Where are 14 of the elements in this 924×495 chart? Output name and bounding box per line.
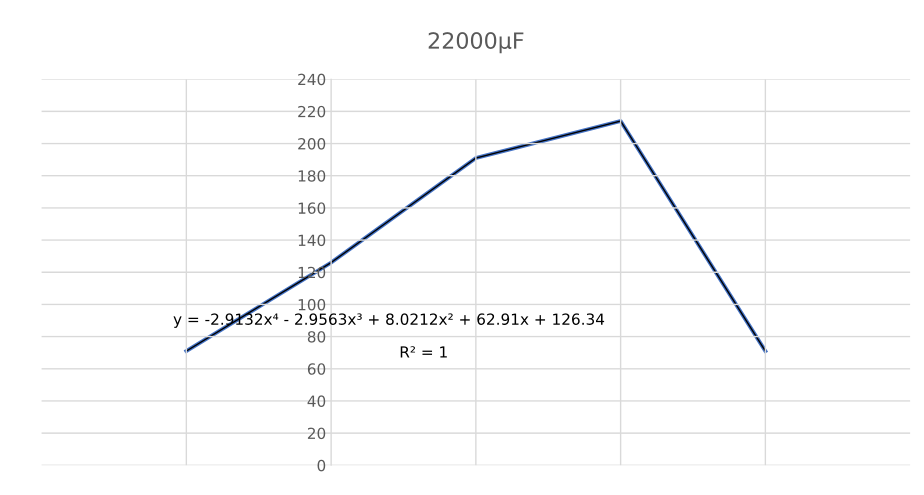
y-tick-label: 160 [298,202,326,214]
y-tick-label: 240 [298,74,326,86]
y-tick-label: 0 [318,460,326,472]
annotation: R² = 1 [400,346,447,358]
y-tick-label: 20 [308,428,326,440]
y-tick-label: 80 [308,331,326,343]
y-tick-label: 60 [308,363,326,375]
y-tick-label: 220 [298,106,326,118]
y-tick-label: 100 [298,298,326,310]
chart-title: 22000µF [428,32,524,54]
y-tick-label: 200 [298,138,326,150]
y-tick-label: 140 [298,234,326,246]
y-tick-label: 40 [308,395,326,407]
y-tick-label: 180 [298,170,326,182]
